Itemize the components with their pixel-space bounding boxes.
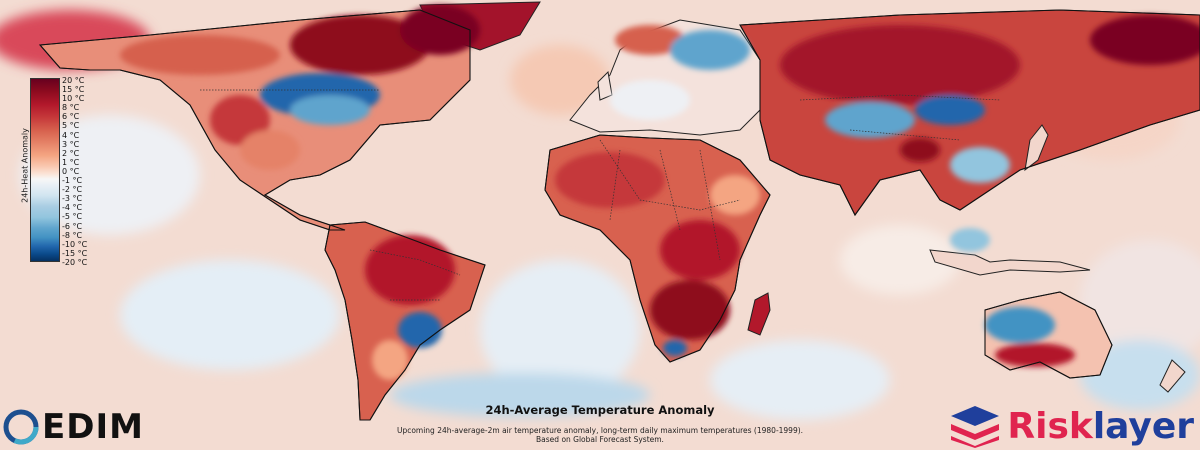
legend-label: 4 °C — [62, 130, 80, 140]
legend-title: 24h-Heat Anomaly — [20, 128, 30, 203]
legend-label: -15 °C — [62, 248, 88, 258]
map-description-line: Based on Global Forecast System. — [536, 435, 664, 444]
risklayer-logo: Risklayer — [949, 404, 1194, 448]
legend-label: -8 °C — [62, 230, 83, 240]
legend-label: 20 °C — [62, 76, 85, 85]
ocean-anomaly-patches — [0, 10, 1200, 420]
edim-ring-icon — [3, 409, 39, 445]
edim-logo-text: EDIM — [42, 407, 144, 447]
legend-label: 3 °C — [62, 139, 80, 149]
legend-label: 2 °C — [62, 148, 80, 158]
japan — [1024, 124, 1049, 172]
legend-label: 8 °C — [62, 103, 80, 113]
country-borders — [200, 89, 1001, 301]
legend-label: 1 °C — [62, 157, 80, 167]
legend-label: -6 °C — [62, 221, 83, 231]
legend-label: 10 °C — [62, 94, 85, 104]
risklayer-logo-text-risk: Risk — [1007, 405, 1093, 447]
legend-label: 0 °C — [62, 166, 80, 176]
color-legend: 24h-Heat Anomaly 20 °C 15 °C 10 °C 8 °C 6 °C… — [8, 76, 118, 267]
legend-label: -5 °C — [62, 212, 83, 222]
indonesia — [929, 249, 1091, 276]
legend-labels: 20 °C 15 °C 10 °C 8 °C 6 °C 5 °C 4 °C 3 °C 2 °C 1… — [62, 76, 87, 267]
legend-label: -20 °C — [62, 257, 88, 267]
new-zealand — [1159, 359, 1186, 393]
madagascar — [747, 292, 771, 336]
legend-label: -4 °C — [62, 203, 83, 213]
legend-label: -3 °C — [62, 194, 83, 204]
legend-label: -1 °C — [62, 176, 83, 186]
map-title: 24h-Average Temperature Anomaly — [485, 403, 715, 417]
coastlines — [38, 9, 1200, 421]
risklayer-logo-text-layer: layer — [1092, 405, 1194, 447]
legend-label: 5 °C — [62, 121, 80, 131]
legend-label: -10 °C — [62, 239, 88, 249]
risklayer-stack-icon — [951, 406, 1000, 448]
land-anomaly-overlays — [120, 5, 1200, 380]
legend-label: -2 °C — [62, 185, 83, 195]
risklayer-logo-text: Risklayer — [1007, 406, 1194, 447]
legend-label: 6 °C — [62, 112, 80, 122]
legend-colorbar — [30, 78, 60, 262]
legend-label: 15 °C — [62, 85, 85, 95]
map-description-line: Upcoming 24h-average-2m air temperature … — [396, 426, 804, 435]
map-description: Upcoming 24h-average-2m air temperature … — [340, 426, 860, 444]
edim-logo: EDIM — [2, 406, 144, 448]
